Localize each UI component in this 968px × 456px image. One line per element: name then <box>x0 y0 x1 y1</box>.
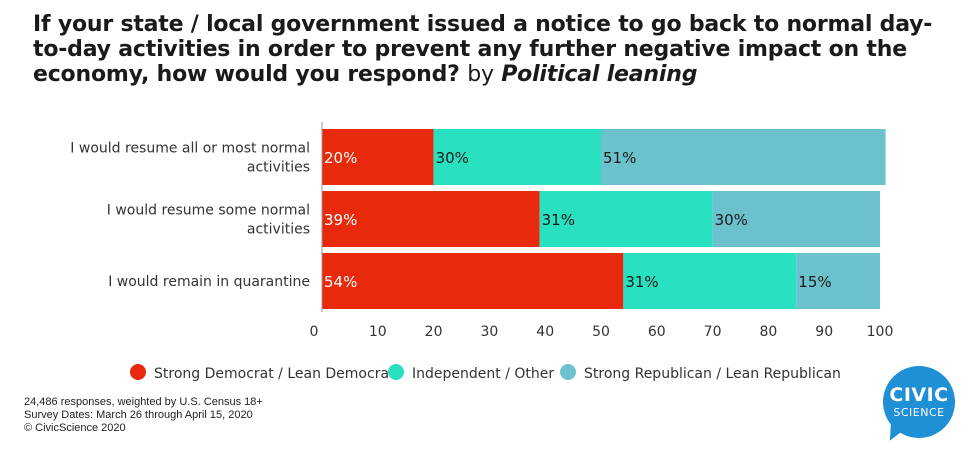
data-label: 31% <box>625 273 658 291</box>
x-tick-label: 80 <box>759 324 777 340</box>
chart-title-by: by <box>467 62 494 87</box>
bar-segment <box>796 253 880 309</box>
category-label: I would resume all or most normal <box>70 141 310 157</box>
chart-legend: Strong Democrat / Lean Democrat Independ… <box>120 364 841 386</box>
bar-segment <box>322 129 434 185</box>
legend-label-republican: Strong Republican / Lean Republican <box>584 366 841 382</box>
x-tick-label: 40 <box>536 324 554 340</box>
legend-swatch-independent <box>388 364 404 380</box>
x-tick-label: 60 <box>648 324 666 340</box>
legend-item-democrat: Strong Democrat / Lean Democrat <box>130 364 395 382</box>
footnote: 24,486 responses, weighted by U.S. Censu… <box>24 396 263 435</box>
bar-segment <box>539 191 713 247</box>
bar-segment <box>601 129 886 185</box>
legend-item-independent: Independent / Other <box>388 364 555 382</box>
category-label: activities <box>247 160 310 176</box>
category-label: activities <box>247 222 310 238</box>
x-tick-label: 30 <box>480 324 498 340</box>
bar-segment <box>712 191 880 247</box>
data-label: 39% <box>324 211 357 229</box>
chart-title-emphasis: Political leaning <box>501 62 698 87</box>
legend-label-democrat: Strong Democrat / Lean Democrat <box>154 366 395 382</box>
logo-text-civic: CIVIC <box>889 384 949 406</box>
footnote-responses: 24,486 responses, weighted by U.S. Censu… <box>24 396 263 408</box>
x-tick-label: 0 <box>310 324 319 340</box>
x-tick-label: 10 <box>369 324 387 340</box>
x-tick-label: 50 <box>592 324 610 340</box>
logo-circle <box>883 366 955 438</box>
data-label: 30% <box>715 211 748 229</box>
data-label: 30% <box>436 149 469 167</box>
x-tick-label: 100 <box>867 324 894 340</box>
data-label: 31% <box>542 211 575 229</box>
logo-text-science: SCIENCE <box>893 406 945 419</box>
bar-segment <box>623 253 797 309</box>
civicscience-logo: CIVIC SCIENCE <box>881 366 955 446</box>
bar-segment <box>322 253 624 309</box>
legend-label-independent: Independent / Other <box>412 366 555 382</box>
category-label: I would remain in quarantine <box>108 274 310 290</box>
data-label: 20% <box>324 149 357 167</box>
bar-segment <box>433 129 601 185</box>
bar-segment <box>322 191 540 247</box>
chart-title: If your state / local government issued … <box>33 12 943 87</box>
category-label: I would resume some normal <box>107 203 310 219</box>
data-label: 51% <box>603 149 636 167</box>
chart-title-main: If your state / local government issued … <box>33 12 933 87</box>
legend-swatch-republican <box>560 364 576 380</box>
x-tick-label: 70 <box>704 324 722 340</box>
x-tick-label: 90 <box>815 324 833 340</box>
legend-item-republican: Strong Republican / Lean Republican <box>560 364 841 382</box>
footnote-copyright: © CivicScience 2020 <box>24 422 126 434</box>
legend-swatch-democrat <box>130 364 146 380</box>
data-label: 15% <box>798 273 831 291</box>
x-tick-label: 20 <box>425 324 443 340</box>
data-label: 54% <box>324 273 357 291</box>
footnote-dates: Survey Dates: March 26 through April 15,… <box>24 409 253 421</box>
